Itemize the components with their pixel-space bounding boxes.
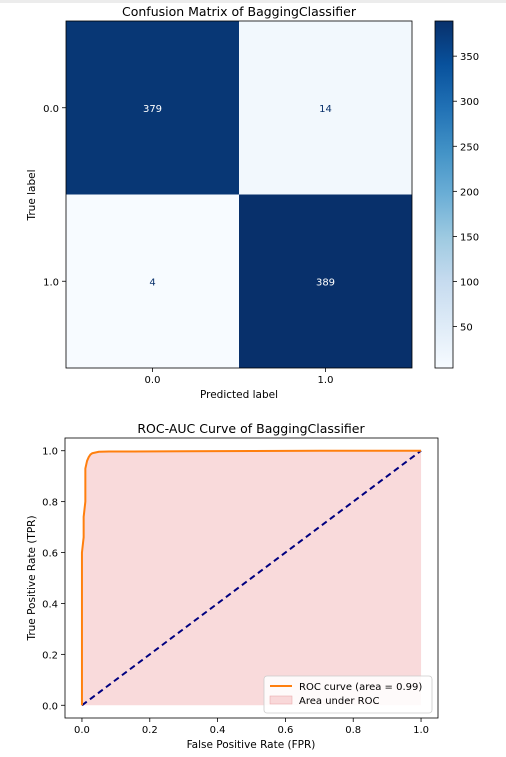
top-bar [0,0,506,3]
cm-frame [65,20,413,369]
roc-diagonal-line [81,449,422,707]
cm-xtick-label: 0.0 [145,375,161,386]
roc-legend: ROC curve (area = 0.99) Area under ROC [263,675,433,714]
cm-ylabel: True label [26,169,38,221]
legend-box [263,675,433,714]
roc-title: ROC-AUC Curve of BaggingClassifier [137,421,365,436]
roc-ytick-label: 0.6 [42,549,58,560]
cm-cell-value: 389 [316,277,335,288]
colorbar-tick-label: 250 [460,142,479,153]
roc-xtick-label: 0.2 [142,725,158,736]
roc-frame [64,437,439,719]
colorbar-tick-label: 50 [460,323,473,334]
colorbar-tick-label: 100 [460,277,479,288]
cm-cell [239,194,412,368]
roc-ytick-label: 0.8 [42,498,58,509]
colorbar-tick-label: 150 [460,232,479,243]
roc-xlabel: False Positive Rate (FPR) [187,739,316,751]
legend-roc-label: ROC curve (area = 0.99) [299,682,422,693]
cm-cell [239,21,412,195]
cm-cell [66,194,239,368]
cm-ytick-label: 0.0 [43,104,59,115]
cm-cell-value: 14 [319,104,332,115]
cm-cell-value: 379 [143,104,162,115]
colorbar [434,20,454,369]
roc-chart: ROC-AUC Curve of BaggingClassifier 0.0 0.… [26,421,439,751]
confusion-matrix-chart: Confusion Matrix of BaggingClassifier 37… [26,4,479,400]
cm-cell-value: 4 [149,277,155,288]
roc-ytick-label: 0.4 [42,599,58,610]
roc-ytick-label: 0.2 [42,650,58,661]
roc-xtick-label: 0.6 [277,725,293,736]
roc-xtick-label: 0.4 [210,725,226,736]
cm-xlabel: Predicted label [200,389,278,400]
roc-ylabel: True Positive Rate (TPR) [26,515,38,641]
colorbar-tick-label: 300 [460,97,479,108]
roc-xtick-label: 0.8 [345,725,361,736]
cm-title: Confusion Matrix of BaggingClassifier [122,4,357,19]
cm-ytick-label: 1.0 [43,277,59,288]
colorbar-tick-label: 350 [460,52,479,63]
cm-cell [66,21,239,195]
roc-xtick-label: 0.0 [74,725,90,736]
roc-ytick-label: 0.0 [42,701,58,712]
roc-xtick-label: 1.0 [413,725,429,736]
colorbar-tick-label: 200 [460,187,479,198]
legend-area-patch [269,695,293,705]
roc-curve-line [80,449,422,706]
cm-xtick-label: 1.0 [318,375,334,386]
legend-area-label: Area under ROC [299,696,379,707]
roc-ytick-label: 1.0 [42,447,58,458]
